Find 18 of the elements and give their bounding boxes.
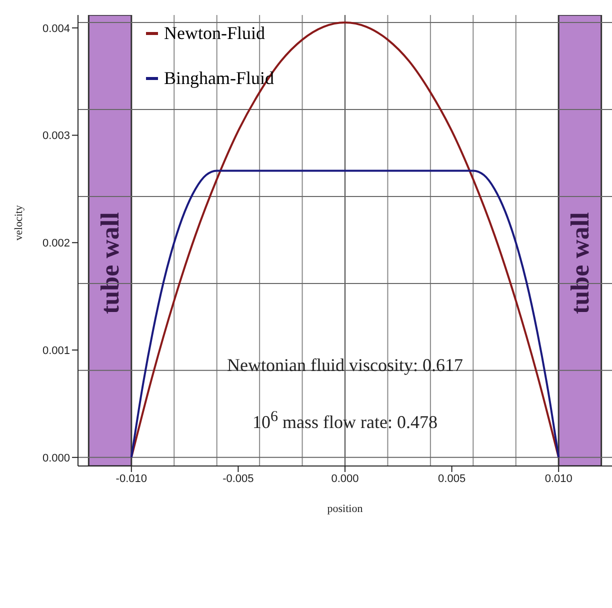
line-series	[130, 22, 560, 458]
line-series	[130, 170, 560, 458]
y-tick-label: 0.000	[42, 452, 70, 464]
y-tick-label: 0.003	[42, 130, 70, 142]
x-tick-label: -0.010	[116, 472, 147, 485]
x-axis-title: position	[327, 503, 364, 515]
band-label: tube wall	[96, 212, 125, 314]
legend-label: Newton-Fluid	[164, 23, 265, 44]
y-tick-label: 0.002	[42, 238, 70, 250]
band-label: tube wall	[565, 212, 594, 314]
x-tick-label: 0.005	[438, 472, 466, 485]
y-tick-label: 0.001	[42, 344, 70, 357]
x-tick-label: 0.000	[331, 472, 359, 485]
y-tick-label: 0.004	[42, 22, 70, 35]
y-axis-title: velocity	[12, 204, 25, 240]
x-tick-label: -0.005	[222, 472, 254, 485]
annotation: Newtonian fluid viscosity: 0.617	[227, 354, 463, 375]
x-tick-label: 0.010	[544, 472, 572, 485]
